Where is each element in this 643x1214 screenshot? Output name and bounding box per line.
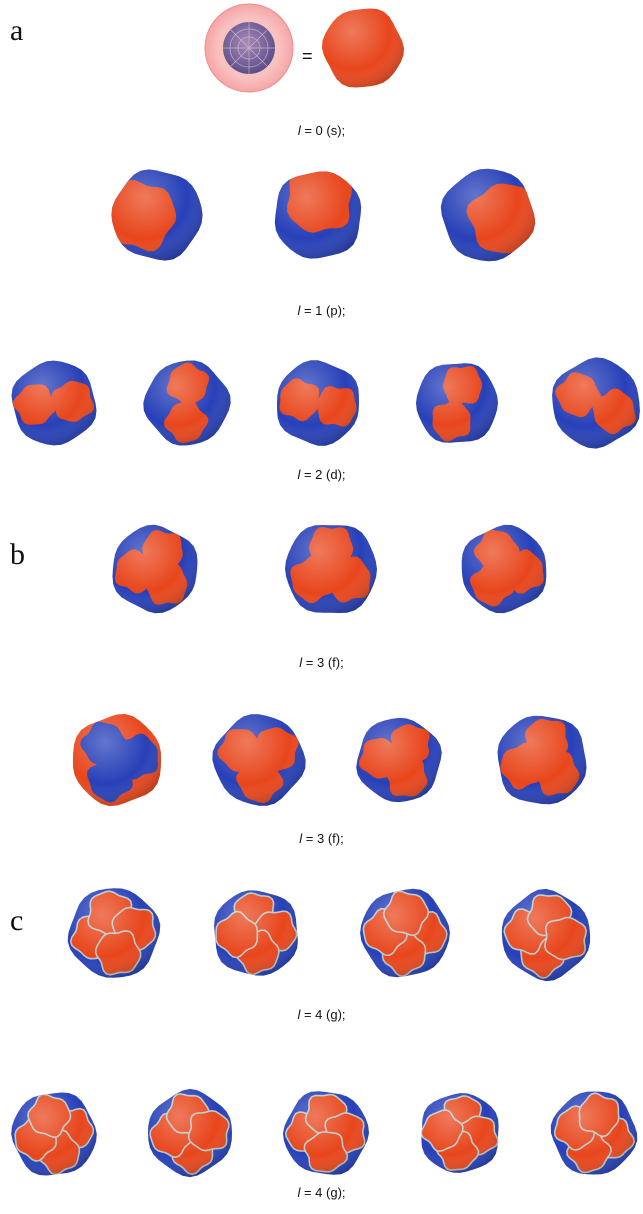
orbital-g1-2 (214, 890, 298, 976)
orbital-f2-4 (497, 715, 587, 805)
row-label-p: l = 1 (p); (297, 303, 346, 318)
row-label-f2: l = 3 (f); (299, 831, 344, 846)
orbital-g1-4 (501, 888, 591, 982)
orbital-d-1 (11, 360, 97, 446)
row-label-d: l = 2 (d); (297, 467, 346, 482)
orbital-g1-3 (360, 888, 450, 978)
panel-label-b: b (10, 538, 25, 571)
orbital-f1-1 (112, 524, 198, 614)
row-label-g2: l = 4 (g); (297, 1185, 346, 1200)
orbital-d-3 (277, 360, 359, 446)
row-label-g1: l = 4 (g); (297, 1007, 346, 1022)
orbital-f1-3 (461, 524, 547, 614)
orbital-g2-3 (283, 1091, 369, 1175)
orbital-d-5 (552, 357, 640, 449)
orbital-f2-1 (72, 714, 162, 806)
orbital-g2-5 (550, 1091, 638, 1175)
orbital-g2-2 (148, 1088, 232, 1178)
orbital-f1-2 (285, 525, 377, 613)
mesh-sphere (204, 3, 294, 93)
row-label-s: l = 0 (s); (297, 123, 346, 138)
panel-label-a: a (10, 14, 24, 47)
equals-sign: = (302, 46, 313, 66)
orbital-f2-2 (212, 714, 306, 806)
orbital-p-3 (440, 168, 536, 262)
row-label-f1: l = 3 (f); (299, 655, 344, 670)
orbital-d-2 (143, 360, 231, 446)
orbital-f2-3 (356, 717, 442, 803)
orbital-g2-4 (421, 1093, 499, 1173)
panel-label-c: c (10, 904, 24, 937)
orbital-g1-1 (67, 888, 161, 978)
orbital-g2-1 (11, 1092, 97, 1176)
orbital-p-2 (274, 171, 362, 259)
orbital-p-1 (111, 169, 203, 261)
orbital-d-4 (416, 363, 498, 443)
orbital-s-1 (322, 8, 404, 88)
